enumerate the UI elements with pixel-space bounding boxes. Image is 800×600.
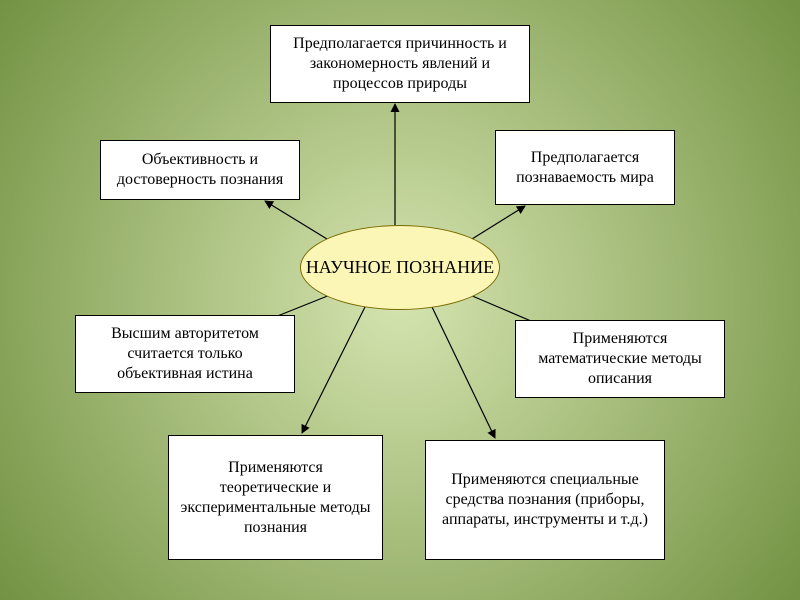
arrow-upper-left <box>265 201 327 239</box>
node-top: Предполагается причинность и закономерно… <box>270 25 530 103</box>
node-label: Объективность и достоверность познания <box>109 150 291 190</box>
node-upper-left: Объективность и достоверность познания <box>100 140 300 200</box>
node-label: Применяются математические методы описан… <box>524 329 716 389</box>
node-mid-right: Применяются математические методы описан… <box>515 320 725 398</box>
arrow-bottom-left <box>302 307 365 433</box>
node-mid-left: Высшим авторитетом считается только объе… <box>75 315 295 393</box>
center-label: НАУЧНОЕ ПОЗНАНИЕ <box>306 257 494 279</box>
center-node: НАУЧНОЕ ПОЗНАНИЕ <box>300 225 500 310</box>
diagram-canvas: НАУЧНОЕ ПОЗНАНИЕ Предполагается причинно… <box>0 0 800 600</box>
node-label: Применяются теоретические и эксперимента… <box>177 458 374 538</box>
node-bottom-left: Применяются теоретические и эксперимента… <box>168 435 383 560</box>
node-label: Предполагается причинность и закономерно… <box>279 34 521 94</box>
arrow-upper-right <box>472 206 525 239</box>
arrow-bottom-right <box>432 307 495 438</box>
node-bottom-right: Применяются специальные средства познани… <box>425 440 665 560</box>
node-label: Применяются специальные средства познани… <box>434 470 656 530</box>
node-label: Высшим авторитетом считается только объе… <box>84 324 286 384</box>
node-upper-right: Предполагается познаваемость мира <box>495 130 675 205</box>
node-label: Предполагается познаваемость мира <box>504 148 666 188</box>
